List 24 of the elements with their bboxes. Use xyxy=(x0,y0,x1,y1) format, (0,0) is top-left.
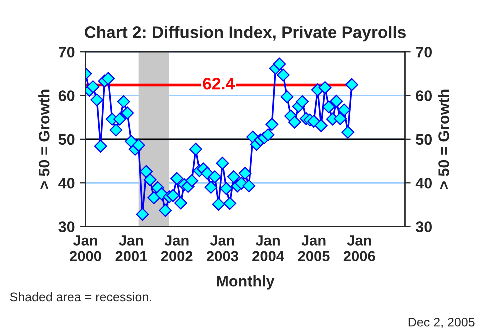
y-tick-label: 50 xyxy=(58,134,75,146)
y2-axis-title: > 50 = Growth xyxy=(438,90,450,190)
x-axis-title: Monthly xyxy=(217,276,275,290)
y2-tick-label: 50 xyxy=(416,134,432,146)
y-tick-label: 70 xyxy=(59,46,75,58)
y-tick-label: 60 xyxy=(58,90,75,102)
chart-title: Chart 2: Diffusion Index, Private Payrolls xyxy=(85,26,406,42)
x-tick-label: Jan 2002 xyxy=(161,236,193,262)
x-tick-label: Jan 2003 xyxy=(206,236,238,262)
x-tick-label: Jan 2006 xyxy=(344,236,376,262)
x-tick-label: Jan 2004 xyxy=(252,236,284,262)
x-tick-label: Jan 2005 xyxy=(298,236,330,262)
y2-tick-label: 30 xyxy=(416,222,432,233)
y2-tick-label: 40 xyxy=(416,178,432,189)
x-tick-label: Jan 2000 xyxy=(70,236,102,262)
text: Shaded area = recession. xyxy=(10,292,152,302)
y-tick-label: 30 xyxy=(58,222,75,233)
y2-tick-label: 60 xyxy=(416,90,432,102)
x-tick-label: Jan 2001 xyxy=(116,236,148,262)
y-axis-title: > 50 = Growth xyxy=(38,90,50,190)
text: Dec 2, 2005 xyxy=(408,318,475,328)
y2-tick-label: 70 xyxy=(416,46,432,58)
ref-line-label: 62.4 xyxy=(203,78,236,90)
y-tick-label: 40 xyxy=(58,178,75,189)
